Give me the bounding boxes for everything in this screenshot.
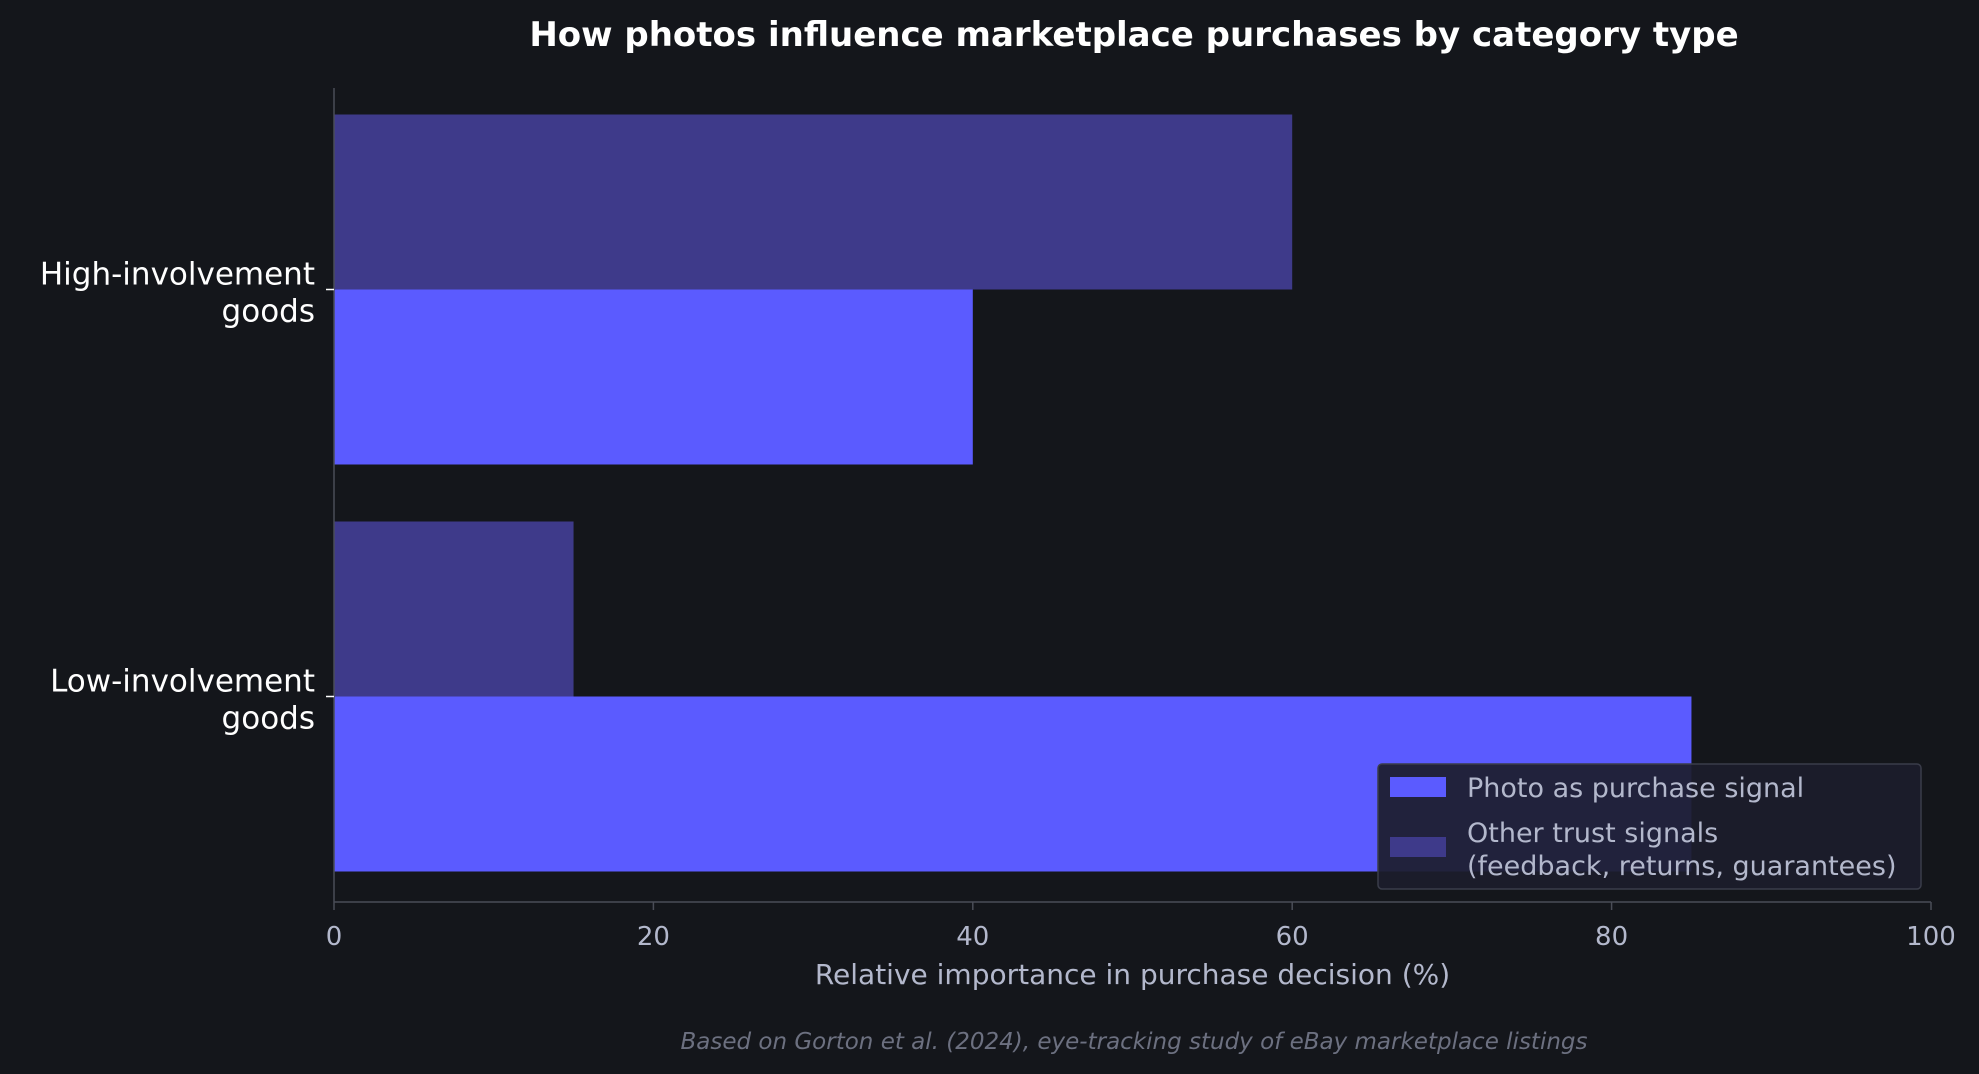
x-tick-label-100: 100 bbox=[1906, 922, 1956, 952]
legend: Photo as purchase signal Other trust sign… bbox=[1377, 763, 1922, 890]
category-label-line: goods bbox=[222, 701, 315, 737]
legend-label-line: Photo as purchase signal bbox=[1467, 773, 1804, 804]
bar-photo-0 bbox=[334, 289, 973, 465]
x-tick-label-80: 80 bbox=[1595, 922, 1628, 952]
legend-label-other: Other trust signals (feedback, returns, g… bbox=[1467, 818, 1896, 882]
legend-label-line: Other trust signals bbox=[1467, 818, 1718, 849]
category-label-line: goods bbox=[222, 294, 315, 330]
category-label-0: High-involvement goods bbox=[40, 257, 315, 330]
bar-other-1 bbox=[334, 521, 574, 697]
category-label-line: High-involvement bbox=[40, 257, 315, 293]
legend-label-photo: Photo as purchase signal bbox=[1467, 773, 1804, 804]
x-tick-label-0: 0 bbox=[326, 922, 343, 952]
category-label-line: Low-involvement bbox=[50, 664, 315, 700]
bar-other-0 bbox=[334, 114, 1293, 290]
x-tick-label-40: 40 bbox=[956, 922, 989, 952]
source-footnote: Based on Gorton et al. (2024), eye-track… bbox=[680, 1029, 1587, 1055]
legend-swatch-other bbox=[1390, 837, 1446, 857]
chart-title: How photos influence marketplace purchas… bbox=[529, 15, 1738, 55]
legend-box bbox=[1377, 763, 1922, 890]
category-label-1: Low-involvement goods bbox=[50, 664, 315, 737]
legend-label-line: (feedback, returns, guarantees) bbox=[1467, 851, 1896, 882]
x-tick-label-20: 20 bbox=[637, 922, 670, 952]
x-axis-label: Relative importance in purchase decision… bbox=[815, 958, 1450, 991]
x-tick-label-60: 60 bbox=[1276, 922, 1309, 952]
legend-swatch-photo bbox=[1390, 777, 1446, 797]
